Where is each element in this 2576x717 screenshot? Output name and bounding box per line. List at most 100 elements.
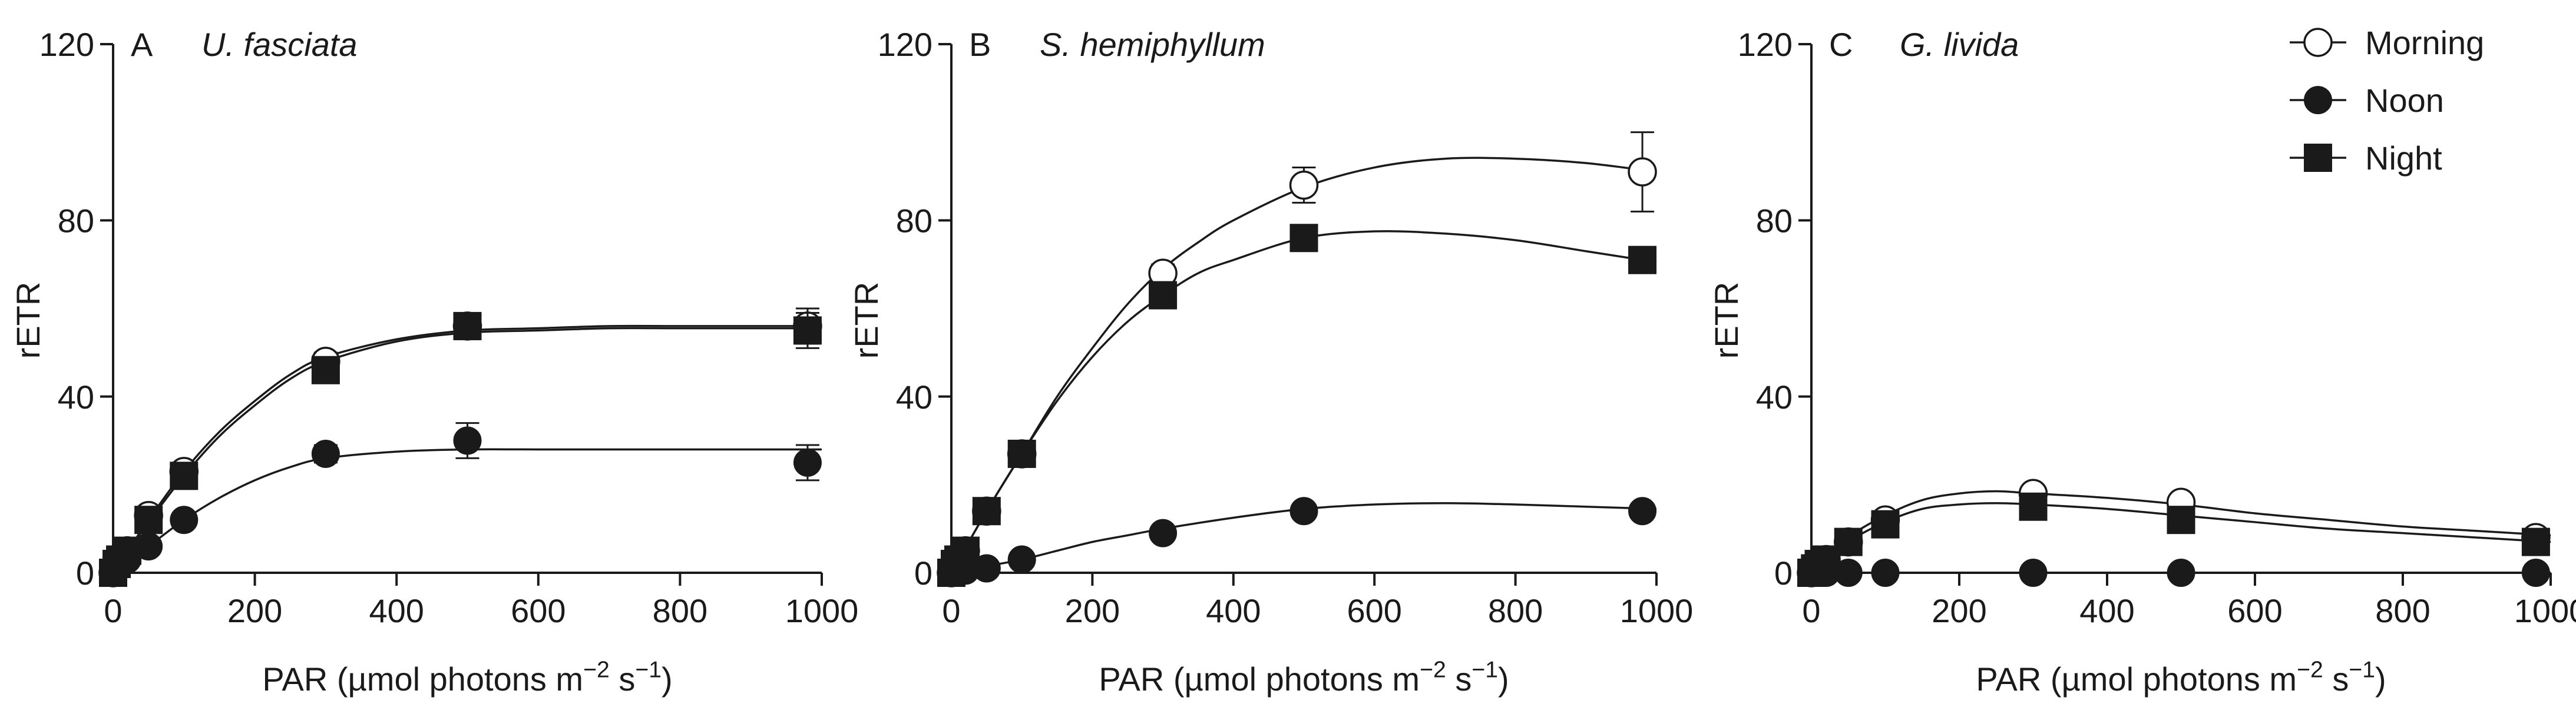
x-axis-title-part: −2	[1420, 658, 1446, 683]
x-axis-title-part: )	[2375, 660, 2386, 698]
legend-label: Night	[2365, 140, 2442, 177]
x-tick-label: 600	[511, 592, 566, 629]
data-point	[1834, 527, 1863, 556]
y-tick-label: 80	[58, 202, 94, 239]
data-point	[1149, 519, 1178, 547]
data-point	[1871, 510, 1900, 539]
x-tick-label: 0	[1802, 592, 1820, 629]
x-axis-title-part: )	[662, 660, 673, 698]
y-tick-label: 40	[58, 379, 94, 416]
panel-label: B	[969, 26, 991, 63]
x-axis-title: PAR (µmol photons m−2 s−1)	[1976, 658, 2386, 698]
data-point	[134, 506, 163, 535]
y-tick-label: 40	[896, 379, 932, 416]
panel-label: C	[1829, 26, 1853, 63]
x-tick-label: 800	[1488, 592, 1543, 629]
x-tick-label: 1000	[2514, 592, 2576, 629]
data-point	[1628, 157, 1657, 187]
y-tick-label: 0	[76, 555, 94, 592]
y-tick-label: 120	[39, 26, 94, 63]
data-point	[972, 554, 1001, 583]
data-point	[2521, 559, 2550, 587]
x-axis-title-part: PAR (µmol photons m	[1099, 660, 1420, 698]
data-point	[311, 439, 340, 468]
x-axis-title-part: )	[1498, 660, 1509, 698]
data-point	[1289, 224, 1318, 253]
fit-curve	[112, 448, 822, 574]
data-point	[1289, 170, 1319, 200]
legend-label: Noon	[2365, 82, 2444, 119]
data-point	[951, 536, 980, 565]
legend-marker	[2304, 86, 2332, 114]
data-point	[2019, 559, 2048, 587]
x-tick-label: 1000	[1620, 592, 1694, 629]
x-tick-label: 400	[369, 592, 424, 629]
data-point	[1289, 497, 1318, 526]
fit-curve	[1810, 490, 2551, 574]
y-tick-label: 80	[896, 202, 932, 239]
y-tick-label: 0	[1774, 555, 1793, 592]
x-axis-title: PAR (µmol photons m−2 s−1)	[1099, 658, 1509, 698]
x-axis-title-part: s	[2323, 660, 2349, 698]
data-point	[453, 311, 482, 340]
data-point	[2167, 559, 2195, 587]
x-axis-title-part: PAR (µmol photons m	[1976, 660, 2297, 698]
x-axis-title-part: −1	[2349, 658, 2375, 683]
legend-label: Morning	[2365, 24, 2484, 61]
data-point	[1149, 281, 1178, 310]
x-axis-title-part: −2	[2297, 658, 2323, 683]
x-tick-label: 400	[2079, 592, 2134, 629]
data-point	[2019, 492, 2048, 521]
data-point	[1007, 545, 1036, 574]
x-axis-title-part: PAR (µmol photons m	[262, 660, 583, 698]
x-axis-title-part: −2	[583, 658, 610, 683]
series-night	[99, 311, 822, 587]
panel-title: S. hemiphyllum	[1040, 26, 1265, 63]
x-axis-title-part: −1	[1471, 658, 1498, 683]
x-axis-title: PAR (µmol photons m−2 s−1)	[262, 658, 672, 698]
data-point	[972, 497, 1001, 526]
x-tick-label: 600	[1347, 592, 1401, 629]
panel-label: A	[131, 26, 153, 63]
x-tick-label: 200	[227, 592, 282, 629]
data-point	[1871, 559, 1900, 587]
data-point	[1628, 245, 1657, 274]
data-point	[1628, 497, 1657, 526]
legend: Morning Noon Night	[2290, 24, 2484, 177]
data-point	[2167, 506, 2195, 535]
data-point	[793, 448, 822, 477]
panel-title: G. livida	[1900, 26, 2019, 63]
x-tick-label: 200	[1932, 592, 1986, 629]
data-point	[311, 356, 340, 384]
x-tick-label: 0	[942, 592, 960, 629]
x-tick-label: 1000	[785, 592, 859, 629]
panel-b: 0 40 80 120 0 200 400 600 800 1000 rETR PAR (µmol p…	[848, 26, 1693, 698]
y-tick-label: 120	[1738, 26, 1793, 63]
data-point	[1007, 439, 1036, 468]
x-tick-label: 800	[2375, 592, 2430, 629]
y-axis-title: rETR	[9, 282, 47, 359]
x-tick-label: 600	[2227, 592, 2282, 629]
y-tick-label: 40	[1756, 379, 1793, 416]
data-point	[453, 426, 482, 455]
x-tick-label: 400	[1206, 592, 1261, 629]
y-tick-label: 80	[1756, 202, 1793, 239]
series-night	[1797, 492, 2551, 587]
data-point	[170, 506, 199, 535]
data-point	[113, 536, 142, 565]
panel-title: U. fasciata	[201, 26, 358, 63]
data-point	[2521, 527, 2550, 556]
series-night	[937, 224, 1657, 587]
y-tick-label: 120	[878, 26, 932, 63]
x-axis-title-part: s	[610, 660, 636, 698]
data-point	[793, 316, 822, 345]
data-point	[170, 462, 199, 490]
legend-marker	[2303, 28, 2333, 57]
y-axis-title: rETR	[1708, 282, 1745, 359]
x-tick-label: 0	[104, 592, 122, 629]
x-tick-label: 200	[1065, 592, 1120, 629]
y-tick-label: 0	[914, 555, 932, 592]
x-axis-title-part: −1	[635, 658, 662, 683]
y-axis-title: rETR	[848, 282, 885, 359]
